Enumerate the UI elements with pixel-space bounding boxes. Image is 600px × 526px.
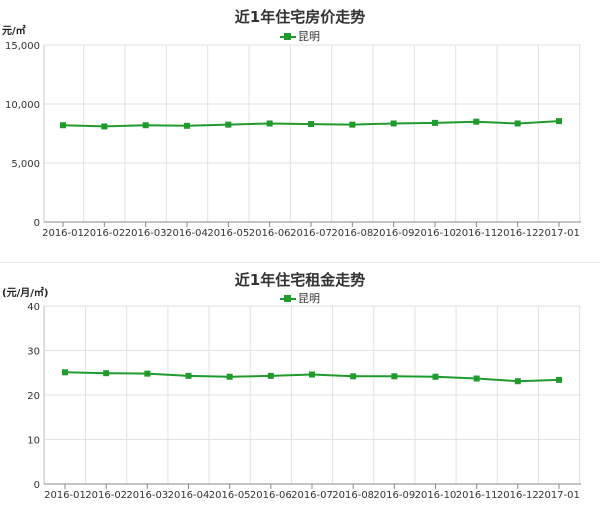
- x-tick-label: 2016-02: [83, 228, 125, 239]
- y-tick-label: 5,000: [11, 159, 40, 170]
- data-point[interactable]: [62, 369, 68, 376]
- legend-swatch-icon: [280, 33, 296, 41]
- data-point[interactable]: [350, 373, 357, 380]
- data-point[interactable]: [473, 375, 480, 382]
- data-point[interactable]: [473, 118, 480, 125]
- x-tick-label: 2016-07: [290, 228, 332, 239]
- x-tick-label: 2016-02: [85, 490, 127, 501]
- data-point[interactable]: [349, 121, 356, 128]
- data-point[interactable]: [142, 122, 149, 129]
- data-point[interactable]: [225, 121, 232, 128]
- x-tick-label: 2016-08: [332, 490, 374, 501]
- x-tick-label: 2016-10: [414, 228, 456, 239]
- chart-title: 近1年住宅房价走势: [234, 8, 366, 26]
- y-tick-label: 10: [27, 436, 40, 447]
- rent-chart-panel: 近1年住宅租金走势 昆明 (元/月/㎡) 0 10 20 30 40 2016-01 201…: [0, 262, 600, 526]
- x-tick-label: 2017-01: [538, 490, 580, 501]
- data-point[interactable]: [391, 373, 398, 380]
- data-point[interactable]: [103, 370, 110, 377]
- x-tick-label: 2016-06: [250, 490, 292, 501]
- data-point[interactable]: [184, 122, 190, 129]
- x-tick-label: 2017-01: [538, 228, 580, 239]
- y-tick-label: 30: [27, 347, 40, 358]
- y-tick-label: 0: [34, 218, 40, 229]
- data-point[interactable]: [432, 119, 438, 126]
- x-tick-label: 2016-07: [291, 490, 333, 501]
- data-point[interactable]: [309, 371, 315, 378]
- y-axis-unit: (元/月/㎡): [2, 288, 49, 299]
- data-point[interactable]: [432, 373, 439, 380]
- data-point[interactable]: [514, 378, 521, 385]
- data-point[interactable]: [101, 123, 108, 130]
- legend[interactable]: 昆明: [0, 28, 600, 44]
- x-tick-label: 2016-11: [456, 490, 498, 501]
- x-tick-label: 2016-11: [455, 228, 497, 239]
- x-tick-label: 2016-10: [415, 490, 457, 501]
- x-tick-label: 2016-09: [373, 490, 415, 501]
- x-tick-label: 2016-08: [331, 228, 373, 239]
- x-tick-label: 2016-12: [497, 490, 539, 501]
- data-point[interactable]: [390, 120, 397, 127]
- y-tick-label: 0: [34, 480, 40, 491]
- x-tick-label: 2016-05: [209, 490, 251, 501]
- divider: [0, 262, 600, 263]
- x-tick-label: 2016-03: [125, 228, 167, 239]
- data-point[interactable]: [266, 120, 273, 127]
- chart-title: 近1年住宅租金走势: [234, 271, 366, 289]
- x-tick-label: 2016-09: [373, 228, 415, 239]
- y-tick-label: 40: [27, 302, 40, 313]
- data-point[interactable]: [514, 120, 521, 127]
- y-tick-label: 10,000: [5, 100, 40, 111]
- x-tick-label: 2016-12: [497, 228, 539, 239]
- legend-swatch-icon: [280, 295, 296, 303]
- x-tick-label: 2016-06: [249, 228, 291, 239]
- data-point[interactable]: [144, 370, 151, 377]
- data-point[interactable]: [60, 122, 66, 129]
- y-tick-label: 15,000: [5, 41, 40, 52]
- price-chart-panel: 近1年住宅房价走势 昆明 元/㎡ 0 5,000 10,000 15,000 2016-…: [0, 0, 600, 262]
- y-axis-unit: 元/㎡: [2, 26, 26, 37]
- data-point[interactable]: [267, 372, 274, 379]
- x-tick-label: 2016-03: [126, 490, 168, 501]
- x-tick-label: 2016-01: [44, 490, 86, 501]
- legend-label: 昆明: [298, 292, 320, 305]
- data-point[interactable]: [185, 372, 192, 379]
- data-point[interactable]: [556, 376, 562, 383]
- legend-label: 昆明: [298, 30, 320, 43]
- legend[interactable]: 昆明: [0, 290, 600, 306]
- data-point[interactable]: [308, 121, 314, 128]
- x-tick-label: 2016-04: [168, 490, 210, 501]
- data-point[interactable]: [226, 373, 233, 380]
- x-tick-label: 2016-05: [207, 228, 249, 239]
- x-tick-label: 2016-04: [166, 228, 208, 239]
- y-tick-label: 20: [27, 391, 40, 402]
- data-point[interactable]: [556, 118, 562, 125]
- x-tick-label: 2016-01: [42, 228, 84, 239]
